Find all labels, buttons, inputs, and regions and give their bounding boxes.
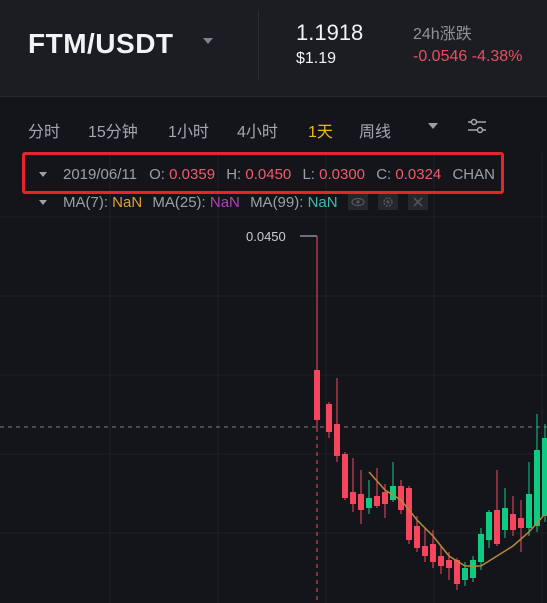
ohlc-date: 2019/06/11 [63,166,137,183]
candle-body-19 [470,560,476,578]
candlestick-chart[interactable]: 0.0450 [0,153,547,603]
candle-body-6 [366,498,372,508]
collapse-ohlc-caret-icon[interactable] [39,172,47,177]
ma25-label: MA(25): [152,194,206,211]
candle-body-28 [542,438,547,516]
candle-body-27 [534,450,540,526]
candle-body-25 [518,518,524,528]
candle-body-26 [526,494,532,528]
candle-body-20 [478,534,484,562]
timeframe-toolbar [0,97,547,153]
more-timeframes-chevron-icon[interactable] [428,123,438,129]
candle-body-5 [358,494,364,510]
ohlc-info-row: 2019/06/11 O: 0.0359 H: 0.0450 L: 0.0300… [63,166,495,183]
ma99-value: NaN [307,194,338,211]
candle-body-7 [374,496,380,506]
candle-body-10 [398,486,404,510]
candle-body-14 [430,544,436,562]
candle-body-18 [462,568,468,580]
high-value: 0.0450 [245,166,292,183]
change-values: -0.0546 -4.38% [413,48,523,65]
open-value: 0.0359 [169,166,216,183]
tab-timeframe-15m[interactable]: 15分钟 [88,124,138,141]
close-label: C: [376,166,392,183]
high-label: H: [226,166,242,183]
last-price-usd: $1.19 [296,50,337,67]
candle-body-17 [454,560,460,584]
market-header: FTM/USDT 1.1918 $1.19 24h涨跌 -0.0546 -4.3… [0,0,547,97]
low-label: L: [302,166,315,183]
ma7-value: NaN [112,194,143,211]
settings-sliders-icon[interactable] [466,116,488,136]
low-value: 0.0300 [319,166,366,183]
open-label: O: [149,166,165,183]
candle-body-12 [414,526,420,548]
candles-group [314,236,547,590]
candle-body-21 [486,512,492,540]
candle-body-0 [314,370,320,420]
ohlc-highlight-box [22,152,504,194]
candle-body-22 [494,510,500,544]
candle-body-3 [342,454,348,498]
eye-icon[interactable] [347,194,368,211]
candle-body-16 [446,560,452,568]
tab-timeframe-1d[interactable]: 1天 [308,124,333,141]
ma99-label: MA(99): [250,194,304,211]
tab-timeframe-1w[interactable]: 周线 [359,124,392,141]
ma-info-row: MA(7): NaN MA(25): NaN MA(99): NaN [63,194,429,211]
tab-timeframe-realtime[interactable]: 分时 [28,124,61,141]
collapse-ma-caret-icon[interactable] [39,200,47,205]
last-price: 1.1918 [296,20,364,45]
candle-body-4 [350,492,356,504]
tab-timeframe-4h[interactable]: 4小时 [237,124,278,141]
candle-body-2 [334,424,340,456]
close-icon[interactable] [408,194,429,211]
candle-body-1 [326,404,332,432]
ma7-line [368,471,546,567]
chevron-down-icon[interactable] [203,38,213,44]
divider [258,10,259,80]
candle-body-13 [422,546,428,556]
candle-body-9 [390,486,396,500]
ma7-label: MA(7): [63,194,108,211]
candle-body-11 [406,488,412,540]
change-label-truncated: CHAN [452,166,495,183]
candle-body-8 [382,492,388,504]
change-label: 24h涨跌 [413,26,472,43]
tab-timeframe-1h[interactable]: 1小时 [168,124,209,141]
crosshair-price-label: 0.0450 [246,229,286,244]
pair-title[interactable]: FTM/USDT [28,28,174,59]
candle-body-24 [510,514,516,530]
candle-body-23 [502,508,508,530]
close-value: 0.0324 [395,166,442,183]
candle-body-15 [438,556,444,566]
ma25-value: NaN [209,194,240,211]
gear-icon[interactable] [377,194,398,211]
